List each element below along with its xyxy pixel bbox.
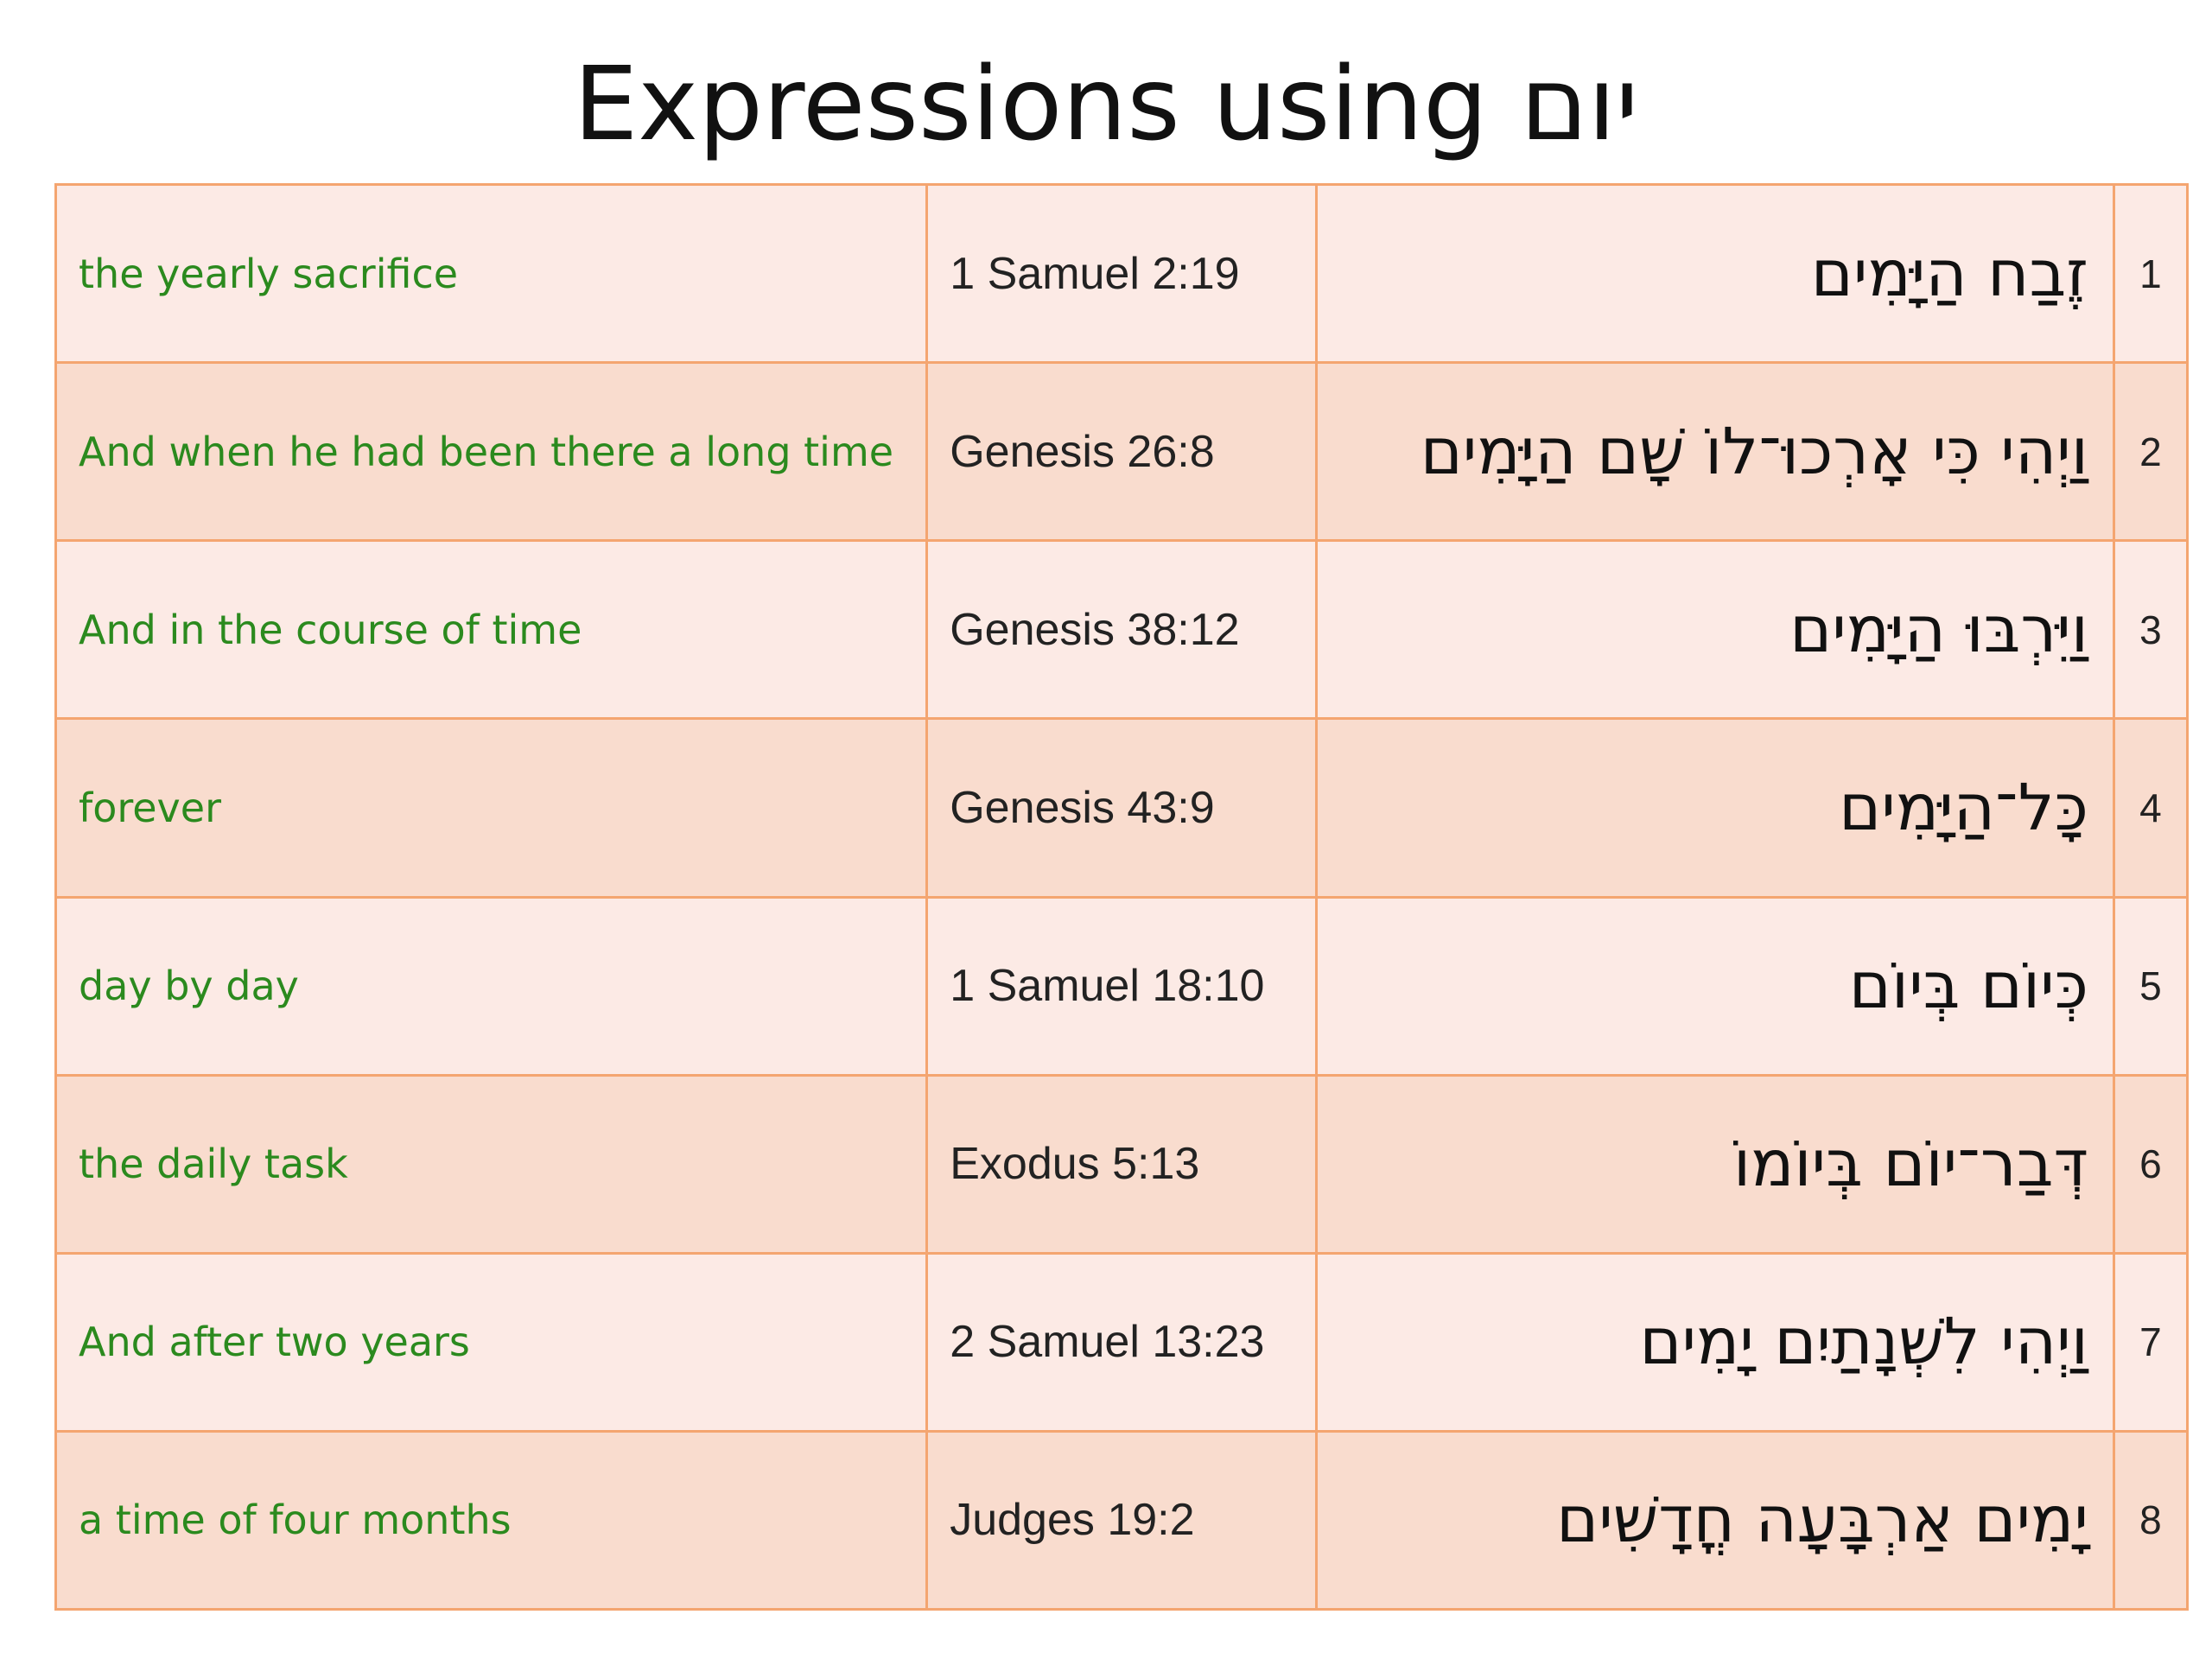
hebrew-expression: זֶבַח הַיָּמִים [1314,182,2115,365]
english-translation: And when he had been there a long time [54,361,929,543]
table-row: a time of four months Judges 19:2 יָמִים… [54,1429,2190,1611]
hebrew-expression: וַיִּרְבּוּ הַיָּמִים [1314,539,2115,721]
page-title: Expressions using יום [573,44,1639,163]
table-row: forever Genesis 43:9 כָּל־הַיָּמִים 4 [54,717,2190,899]
table-row: the yearly sacrifice 1 Samuel 2:19 זֶבַח… [54,182,2190,365]
row-number: 2 [2112,361,2190,543]
row-number: 8 [2112,1429,2190,1611]
hebrew-expression: וַיְהִי כִּי אָרְכוּ־לוֹ שָׁם הַיָּמִים [1314,361,2115,543]
row-number: 7 [2112,1251,2190,1433]
verse-reference: Genesis 26:8 [925,361,1318,543]
row-number: 5 [2112,895,2190,1077]
hebrew-expression: וַיְהִי לִשְׁנָתַיִם יָמִים [1314,1251,2115,1433]
english-translation: forever [54,717,929,899]
table-row: day by day 1 Samuel 18:10 כְּיוֹם בְּיוֹ… [54,895,2190,1077]
table-row: And in the course of time Genesis 38:12 … [54,539,2190,721]
table-row: the daily task Exodus 5:13 דְּבַר־יוֹם ב… [54,1073,2190,1255]
verse-reference: Judges 19:2 [925,1429,1318,1611]
hebrew-expression: יָמִים אַרְבָּעָה חֳדָשִׁים [1314,1429,2115,1611]
english-translation: day by day [54,895,929,1077]
english-translation: And in the course of time [54,539,929,721]
table-row: And when he had been there a long time G… [54,361,2190,543]
verse-reference: Genesis 38:12 [925,539,1318,721]
verse-reference: 2 Samuel 13:23 [925,1251,1318,1433]
verse-reference: Genesis 43:9 [925,717,1318,899]
verse-reference: 1 Samuel 18:10 [925,895,1318,1077]
english-translation: the daily task [54,1073,929,1255]
row-number: 3 [2112,539,2190,721]
table-row: And after two years 2 Samuel 13:23 וַיְה… [54,1251,2190,1433]
english-translation: the yearly sacrifice [54,182,929,365]
hebrew-expression: דְּבַר־יוֹם בְּיוֹמוֹ [1314,1073,2115,1255]
verse-reference: Exodus 5:13 [925,1073,1318,1255]
expressions-table: the yearly sacrifice 1 Samuel 2:19 זֶבַח… [54,182,2190,1611]
hebrew-expression: כָּל־הַיָּמִים [1314,717,2115,899]
verse-reference: 1 Samuel 2:19 [925,182,1318,365]
row-number: 1 [2112,182,2190,365]
row-number: 6 [2112,1073,2190,1255]
hebrew-expression: כְּיוֹם בְּיוֹם [1314,895,2115,1077]
row-number: 4 [2112,717,2190,899]
english-translation: a time of four months [54,1429,929,1611]
english-translation: And after two years [54,1251,929,1433]
